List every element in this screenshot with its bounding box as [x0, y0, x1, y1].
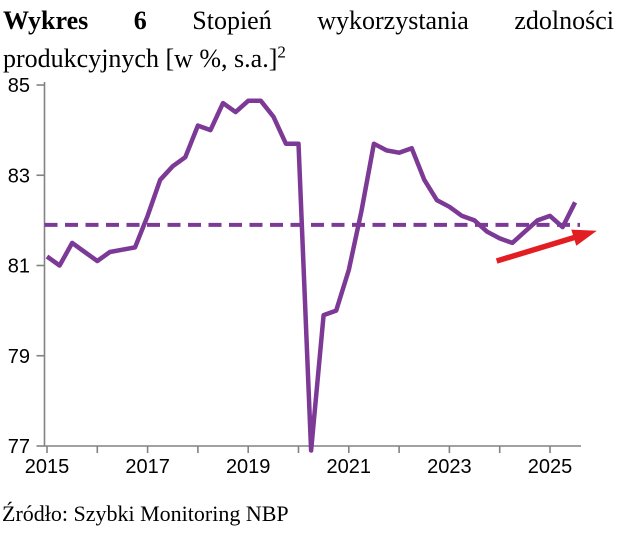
- x-tick-label: 2025: [528, 456, 573, 478]
- trend-arrow-head: [571, 229, 597, 246]
- chart-title-line1: Wykres 6 Stopień wykorzystania zdolności: [3, 2, 614, 40]
- y-tick-label: 83: [8, 165, 30, 187]
- series-line: [45, 98, 578, 453]
- x-tick-label: 2023: [427, 456, 472, 478]
- x-tick-label: 2015: [25, 456, 70, 478]
- y-tick-label: 79: [8, 346, 30, 368]
- footnote-marker: 2: [277, 42, 286, 62]
- chart-number: Wykres 6: [3, 6, 147, 35]
- x-tick-label: 2021: [327, 456, 372, 478]
- chart-title-line2: produkcyjnych [w %, s.a.]2: [3, 42, 286, 73]
- y-tick-label: 81: [8, 256, 30, 278]
- y-tick-label: 77: [8, 436, 30, 458]
- x-tick-label: 2017: [125, 456, 170, 478]
- x-tick-label: 2019: [226, 456, 271, 478]
- source-caption: Źródło: Szybki Monitoring NBP: [2, 501, 289, 526]
- chart-title: Wykres 6 Stopień wykorzystania zdolności…: [0, 2, 617, 78]
- chart-title-text: Stopień wykorzystania zdolności: [192, 6, 615, 35]
- y-tick-label: 85: [8, 75, 30, 97]
- trend-arrow-shaft: [495, 233, 579, 264]
